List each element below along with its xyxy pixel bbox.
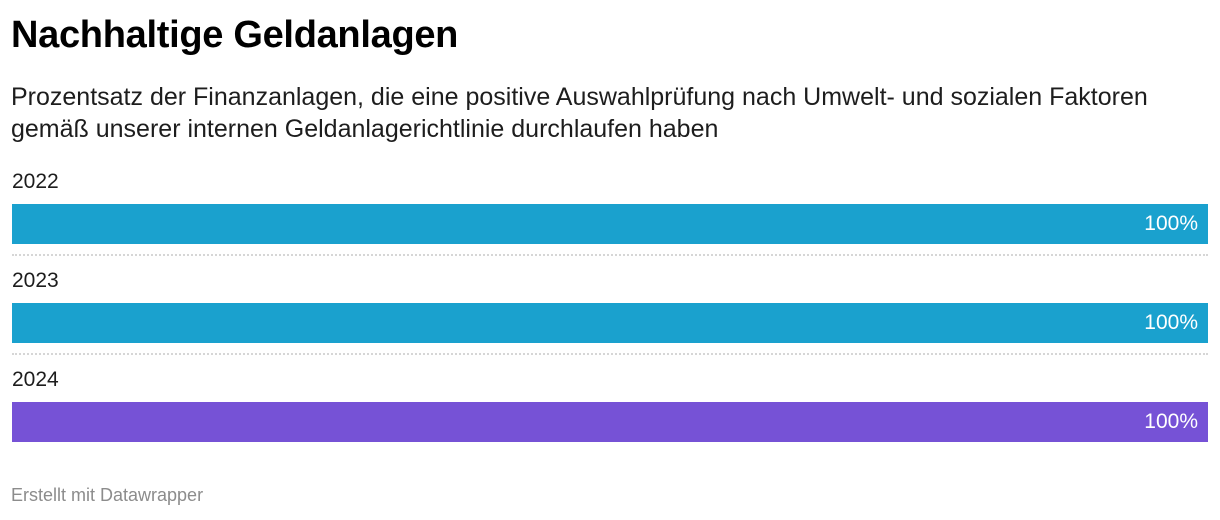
bar-row-2022: 2022 100% — [12, 166, 1208, 256]
bar-2023: 100% — [12, 303, 1208, 343]
bar-chart: 2022 100% 2023 100% 2024 100% — [12, 166, 1208, 456]
bar-track-2023: 100% — [12, 303, 1208, 343]
bar-value-label-2023: 100% — [1144, 311, 1198, 334]
chart-subtitle: Prozentsatz der Finanzanlagen, die eine … — [11, 83, 1148, 143]
footer-credit: Erstellt mit Datawrapper — [11, 485, 204, 505]
bar-row-2024: 2024 100% — [12, 364, 1208, 454]
category-label-2023: 2023 — [12, 269, 59, 292]
bar-row-2023: 2023 100% — [12, 265, 1208, 355]
bar-value-label-2022: 100% — [1144, 212, 1198, 235]
bar-2024: 100% — [12, 402, 1208, 442]
bar-track-2024: 100% — [12, 402, 1208, 442]
row-divider — [12, 254, 1208, 256]
category-label-2024: 2024 — [12, 368, 59, 391]
bar-track-2022: 100% — [12, 204, 1208, 244]
bar-value-label-2024: 100% — [1144, 410, 1198, 433]
chart-title: Nachhaltige Geldanlagen — [11, 14, 459, 56]
category-label-2022: 2022 — [12, 170, 59, 193]
bar-2022: 100% — [12, 204, 1208, 244]
row-divider — [12, 353, 1208, 355]
